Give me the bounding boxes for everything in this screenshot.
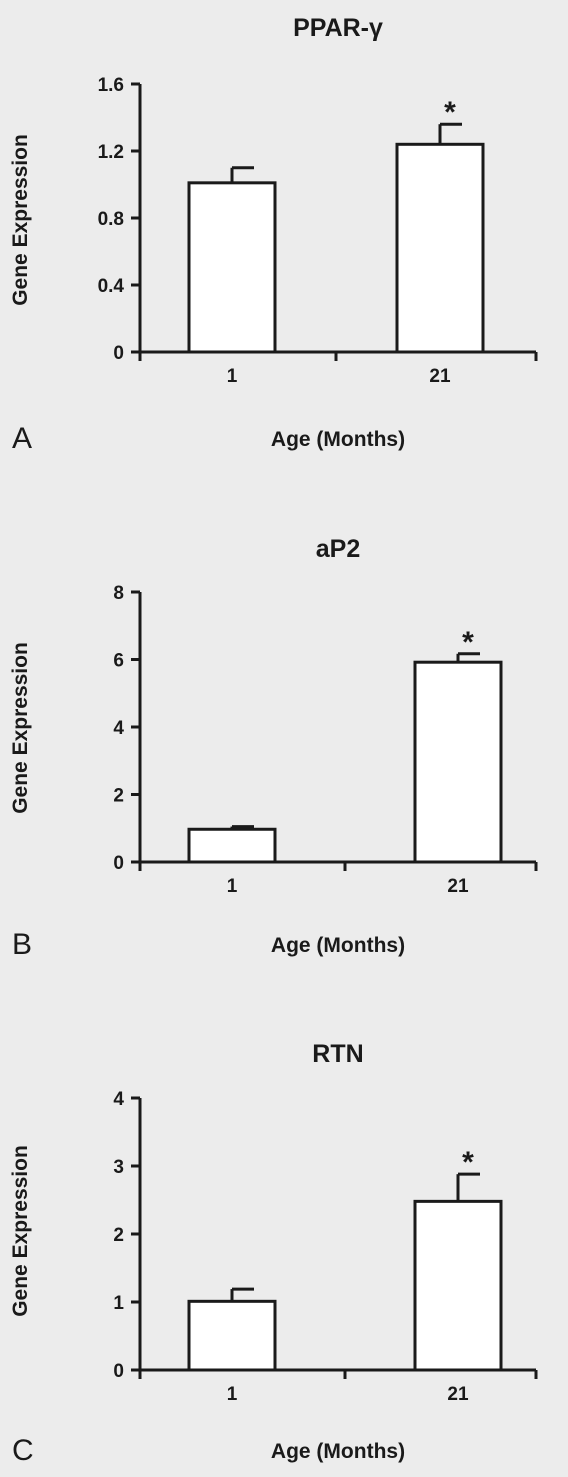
panel-c-y-tick-label: 4 xyxy=(113,1089,124,1110)
panel-c-x-tick-label-1: 1 xyxy=(227,1384,238,1405)
panel-b-title: aP2 xyxy=(316,535,360,563)
panel-a-bar-21 xyxy=(395,142,485,354)
panel-a: PPAR-γ Gene Expression Age (Months) A * 0… xyxy=(9,14,538,455)
panel-a-y-tick-label: 1.6 xyxy=(98,75,124,96)
panel-a-xlabel: Age (Months) xyxy=(271,428,405,451)
panel-c-ylabel: Gene Expression xyxy=(9,1145,32,1317)
panel-c-y-tick-label: 2 xyxy=(113,1225,124,1246)
panel-c-bar-21 xyxy=(413,1199,503,1372)
panel-c-letter: C xyxy=(12,1434,34,1467)
panel-b-x-tick-label-1: 1 xyxy=(227,876,238,897)
panel-b-marks: * 0 2 4 6 8 1 21 xyxy=(113,583,538,897)
panel-a-y-tick-label: 1.2 xyxy=(98,142,124,163)
panel-b-x-tick-label-21: 21 xyxy=(447,876,469,897)
panel-c-y-tick-label: 3 xyxy=(113,1157,124,1178)
panel-a-x-tick-label-1: 1 xyxy=(227,366,238,387)
panel-c-y-tick-label: 0 xyxy=(113,1361,124,1382)
panel-a-title: PPAR-γ xyxy=(293,14,383,42)
panel-c-marks: * 0 1 2 3 4 1 21 xyxy=(113,1089,538,1405)
panel-c-title: RTN xyxy=(312,1040,363,1068)
panel-a-bar-1 xyxy=(187,181,277,354)
panel-c-xlabel: Age (Months) xyxy=(271,1440,405,1463)
panel-c-y-tick-label: 1 xyxy=(113,1293,124,1314)
panel-b-y-tick-label: 8 xyxy=(113,583,124,604)
panel-a-y-tick-label: 0 xyxy=(113,343,124,364)
panel-b-xlabel: Age (Months) xyxy=(271,934,405,957)
panel-b-y-tick-label: 4 xyxy=(113,718,124,739)
panel-a-letter: A xyxy=(12,422,32,455)
panel-a-significance-marker: * xyxy=(444,96,456,129)
panel-a-marks: * 0 0.4 0.8 1.2 1.6 1 21 xyxy=(98,75,538,387)
panel-a-y-tick-label: 0.4 xyxy=(98,276,125,297)
panel-b: aP2 Gene Expression Age (Months) B * 0 2 4 6… xyxy=(9,535,538,961)
panel-b-letter: B xyxy=(12,928,32,961)
panel-a-ylabel: Gene Expression xyxy=(9,134,32,306)
panel-b-ylabel: Gene Expression xyxy=(9,642,32,814)
panel-b-y-tick-label: 2 xyxy=(113,786,124,807)
panel-c-bar-1 xyxy=(187,1299,277,1372)
panel-b-bar-21 xyxy=(413,660,503,864)
panel-b-y-tick-label: 0 xyxy=(113,853,124,874)
panel-b-bar-1 xyxy=(187,827,277,864)
panel-c: RTN Gene Expression Age (Months) C * 0 1 2 3… xyxy=(9,1040,538,1467)
panel-a-y-tick-label: 0.8 xyxy=(98,209,124,230)
panel-c-significance-marker: * xyxy=(462,1146,474,1179)
panel-a-x-tick-label-21: 21 xyxy=(429,366,451,387)
panel-c-x-tick-label-21: 21 xyxy=(447,1384,469,1405)
panel-b-y-tick-label: 6 xyxy=(113,651,124,672)
panel-b-significance-marker: * xyxy=(462,626,474,659)
